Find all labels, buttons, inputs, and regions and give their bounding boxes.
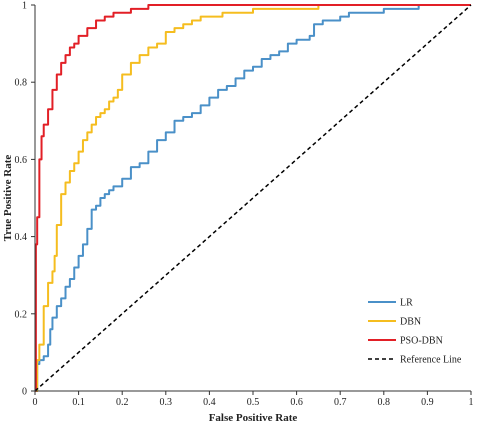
x-tick-labels: 0 0.1 0.2 0.3 0.4 0.5 0.6 0.7 0.8 0.9 1 — [33, 391, 474, 408]
x-tick-label: 0.1 — [72, 397, 85, 408]
legend-label: DBN — [400, 317, 421, 328]
x-tick-label: 0.4 — [203, 397, 216, 408]
series-line-reference-line — [34, 4, 472, 392]
x-tick-label: 0.2 — [116, 397, 129, 408]
y-tick-labels: 0 0.2 0.4 0.6 0.8 1 — [15, 1, 35, 398]
legend-label: PSO-DBN — [400, 336, 443, 347]
x-tick-label: 0.8 — [378, 397, 391, 408]
x-tick-label: 0.9 — [421, 397, 434, 408]
series-line-lr — [35, 4, 471, 392]
x-tick-label: 0 — [33, 397, 38, 408]
series-line-pso-dbn — [34, 4, 471, 392]
y-tick-label: 0.2 — [15, 309, 28, 320]
legend: LR DBN PSO-DBN Reference Line — [368, 298, 462, 366]
x-tick-label: 0.6 — [290, 397, 303, 408]
x-tick-label: 0.3 — [160, 397, 173, 408]
x-axis-title: False Positive Rate — [209, 412, 298, 424]
y-axis-title: True Positive Rate — [2, 155, 14, 242]
y-tick-label: 0.8 — [15, 78, 28, 89]
x-tick-label: 0.7 — [334, 397, 347, 408]
series-line-dbn — [35, 4, 471, 392]
y-tick-label: 0.6 — [15, 155, 28, 166]
legend-label: LR — [400, 298, 413, 309]
y-tick-label: 0 — [22, 387, 27, 398]
y-tick-label: 1 — [22, 1, 27, 12]
legend-label: Reference Line — [400, 355, 462, 366]
x-tick-label: 1 — [469, 397, 474, 408]
x-tick-label: 0.5 — [247, 397, 260, 408]
plot-lines — [34, 4, 472, 392]
y-tick-label: 0.4 — [15, 232, 28, 243]
